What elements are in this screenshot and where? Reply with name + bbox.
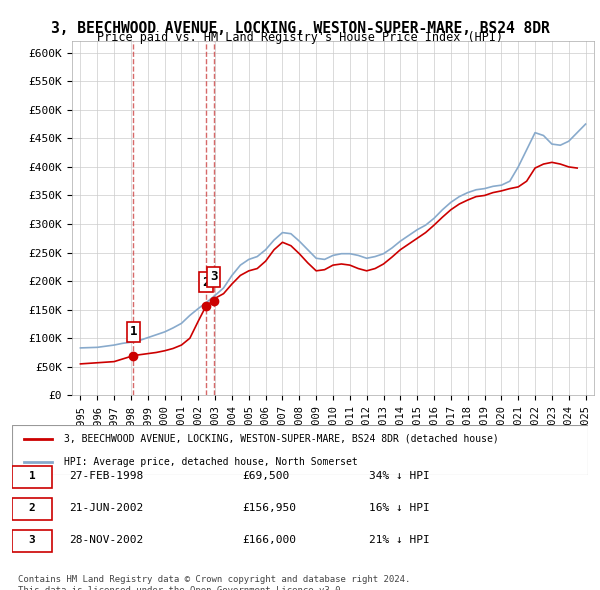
Text: 21% ↓ HPI: 21% ↓ HPI (369, 535, 430, 545)
Text: 1: 1 (29, 471, 35, 481)
Text: 3, BEECHWOOD AVENUE, LOCKING, WESTON-SUPER-MARE, BS24 8DR: 3, BEECHWOOD AVENUE, LOCKING, WESTON-SUP… (50, 21, 550, 35)
Text: 3: 3 (29, 535, 35, 545)
Text: 3: 3 (210, 270, 217, 283)
FancyBboxPatch shape (12, 467, 52, 489)
Text: £156,950: £156,950 (242, 503, 296, 513)
Text: 2: 2 (202, 276, 210, 289)
FancyBboxPatch shape (12, 530, 52, 552)
Text: 1: 1 (130, 326, 137, 339)
Text: 16% ↓ HPI: 16% ↓ HPI (369, 503, 430, 513)
FancyBboxPatch shape (12, 425, 588, 475)
Text: 3, BEECHWOOD AVENUE, LOCKING, WESTON-SUPER-MARE, BS24 8DR (detached house): 3, BEECHWOOD AVENUE, LOCKING, WESTON-SUP… (64, 434, 499, 444)
Text: 34% ↓ HPI: 34% ↓ HPI (369, 471, 430, 481)
Text: £69,500: £69,500 (242, 471, 290, 481)
FancyBboxPatch shape (12, 498, 52, 520)
Text: £166,000: £166,000 (242, 535, 296, 545)
Text: Contains HM Land Registry data © Crown copyright and database right 2024.
This d: Contains HM Land Registry data © Crown c… (18, 575, 410, 590)
Text: Price paid vs. HM Land Registry's House Price Index (HPI): Price paid vs. HM Land Registry's House … (97, 31, 503, 44)
Text: HPI: Average price, detached house, North Somerset: HPI: Average price, detached house, Nort… (64, 457, 358, 467)
Text: 21-JUN-2002: 21-JUN-2002 (70, 503, 144, 513)
Text: 28-NOV-2002: 28-NOV-2002 (70, 535, 144, 545)
Text: 27-FEB-1998: 27-FEB-1998 (70, 471, 144, 481)
Text: 2: 2 (29, 503, 35, 513)
